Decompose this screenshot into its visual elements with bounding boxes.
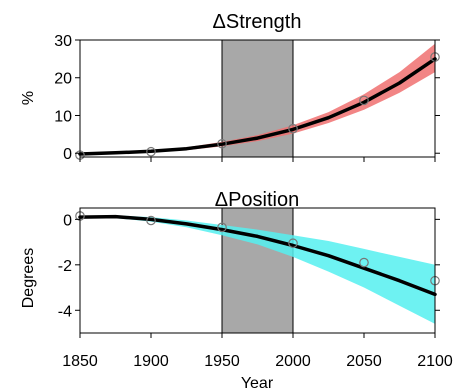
data-point	[217, 222, 227, 233]
data-point	[146, 215, 156, 226]
panel-strength: ΔStrength % 0 10 20 30	[20, 11, 440, 163]
y-tick-label: -2	[58, 258, 72, 275]
data-point	[217, 138, 227, 149]
data-point	[288, 123, 298, 134]
y-axis-label-strength: %	[20, 91, 37, 105]
plot-area-position: 0 -2 -4 1850 1900 1950 2000 2050 2100	[58, 207, 453, 370]
x-axis-label: Year	[241, 375, 274, 392]
x-tick-label: 1850	[62, 353, 98, 370]
y-tick-label: 0	[63, 212, 72, 229]
y-tick-label: 30	[54, 33, 72, 50]
x-tick-label: 2100	[417, 353, 453, 370]
x-tick-label: 1950	[204, 353, 240, 370]
panel-title-position: ΔPosition	[215, 189, 300, 211]
panel-title-strength: ΔStrength	[213, 11, 302, 33]
series-line	[78, 57, 437, 156]
plot-frame	[79, 39, 436, 158]
series-line	[78, 214, 437, 297]
y-axis-label-position: Degrees	[20, 248, 37, 308]
y-tick-label: 20	[54, 71, 72, 88]
y-tick-label: 10	[54, 108, 72, 125]
x-tick-label: 1900	[133, 353, 169, 370]
y-tick-label: -4	[58, 303, 72, 320]
plot-area-strength: 0 10 20 30	[54, 33, 440, 163]
y-tick-label: 0	[63, 146, 72, 163]
panel-position: ΔPosition Degrees 0 -2 -4 1850 1900 1950 2000 2…	[20, 189, 453, 392]
data-point	[146, 146, 156, 157]
data-point	[288, 238, 298, 249]
uncertainty-band	[80, 43, 435, 155]
x-tick-label: 2050	[346, 353, 382, 370]
data-point	[359, 95, 369, 106]
x-tick-label: 2000	[275, 353, 311, 370]
plot-frame	[79, 207, 436, 334]
data-point	[359, 257, 369, 268]
